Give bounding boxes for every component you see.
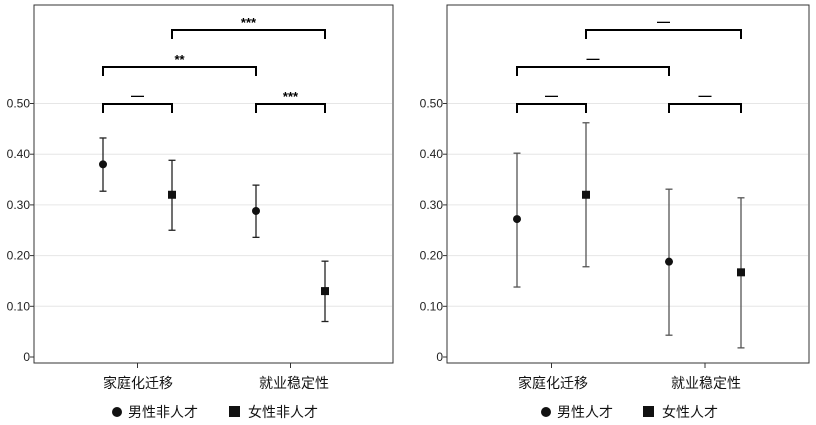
plot-frame-left (33, 4, 394, 364)
significance-bracket (102, 66, 257, 76)
data-point-circle (99, 160, 107, 169)
category-labels-left: 家庭化迁移 就业稳定性 (103, 375, 329, 392)
significance-bracket (255, 103, 326, 113)
significance-label: *** (241, 15, 257, 30)
legend-circle-marker (541, 407, 551, 417)
y-tick-label: 0.10 (7, 299, 31, 313)
y-tick-label: 0.40 (7, 147, 31, 161)
significance-bracket (516, 66, 670, 76)
data-point-circle (665, 257, 673, 266)
panel-right: 0 0.10 0.20 0.30 0.40 0.50 — — — — (420, 14, 808, 368)
panel-left: 00.100.200.300.400.50— ******** (7, 15, 392, 368)
significance-bracket (516, 103, 587, 113)
significance-label: — (587, 51, 600, 66)
legend-square-marker (643, 406, 654, 417)
y-tick-label: 0.40 (420, 147, 444, 161)
y-tick-label: 0.50 (420, 97, 444, 111)
y-tick-label: 0.10 (420, 299, 444, 313)
significance-bracket (102, 103, 173, 113)
data-point-square (737, 268, 745, 277)
data-point-square (582, 190, 590, 199)
data-point-square (321, 287, 329, 296)
legend-label-right-0: 男性人才 (557, 405, 613, 421)
y-tick-label: 0.20 (7, 249, 31, 263)
legend-label-right-1: 女性人才 (662, 404, 718, 421)
y-tick-label: 0.20 (420, 249, 444, 263)
significance-label: — (545, 88, 558, 103)
legend-label-left-0: 男性非人才 (128, 405, 198, 421)
legend-circle-marker (112, 407, 122, 417)
chart-left: 00.100.200.300.400.50— ******** 家庭化迁移 就业稳… (7, 4, 394, 421)
y-tick-label: 0 (23, 350, 30, 364)
category-label-left-0: 家庭化迁移 (103, 375, 173, 392)
chart-right: 0 0.10 0.20 0.30 0.40 0.50 — — — — 家庭化迁移 就业稳定性 男性… (420, 4, 810, 421)
data-point-circle (513, 215, 521, 224)
y-tick-label: 0.30 (7, 198, 31, 212)
y-tick-label: 0 (436, 350, 443, 364)
category-labels-right: 家庭化迁移 就业稳定性 (518, 375, 741, 392)
legend-square-marker (229, 406, 240, 417)
legend-right: 男性人才 女性人才 (541, 404, 718, 421)
significance-bracket (668, 103, 742, 113)
significance-bracket (585, 29, 742, 39)
data-point-circle (252, 206, 260, 215)
significance-label: — (657, 14, 670, 29)
significance-label: — (131, 88, 144, 103)
significance-bracket (171, 29, 326, 39)
significance-label: ** (174, 52, 185, 67)
legend-left: 男性非人才 女性非人才 (112, 404, 318, 421)
category-label-right-1: 就业稳定性 (671, 376, 741, 392)
significance-label: — (699, 88, 712, 103)
category-label-left-1: 就业稳定性 (259, 376, 329, 392)
y-tick-label: 0.50 (7, 97, 31, 111)
category-label-right-0: 家庭化迁移 (518, 375, 588, 392)
significance-label: *** (283, 89, 299, 104)
y-tick-label: 0.30 (420, 198, 444, 212)
data-point-square (168, 190, 176, 199)
legend-label-left-1: 女性非人才 (248, 404, 318, 421)
plot-frame-right (446, 4, 810, 364)
